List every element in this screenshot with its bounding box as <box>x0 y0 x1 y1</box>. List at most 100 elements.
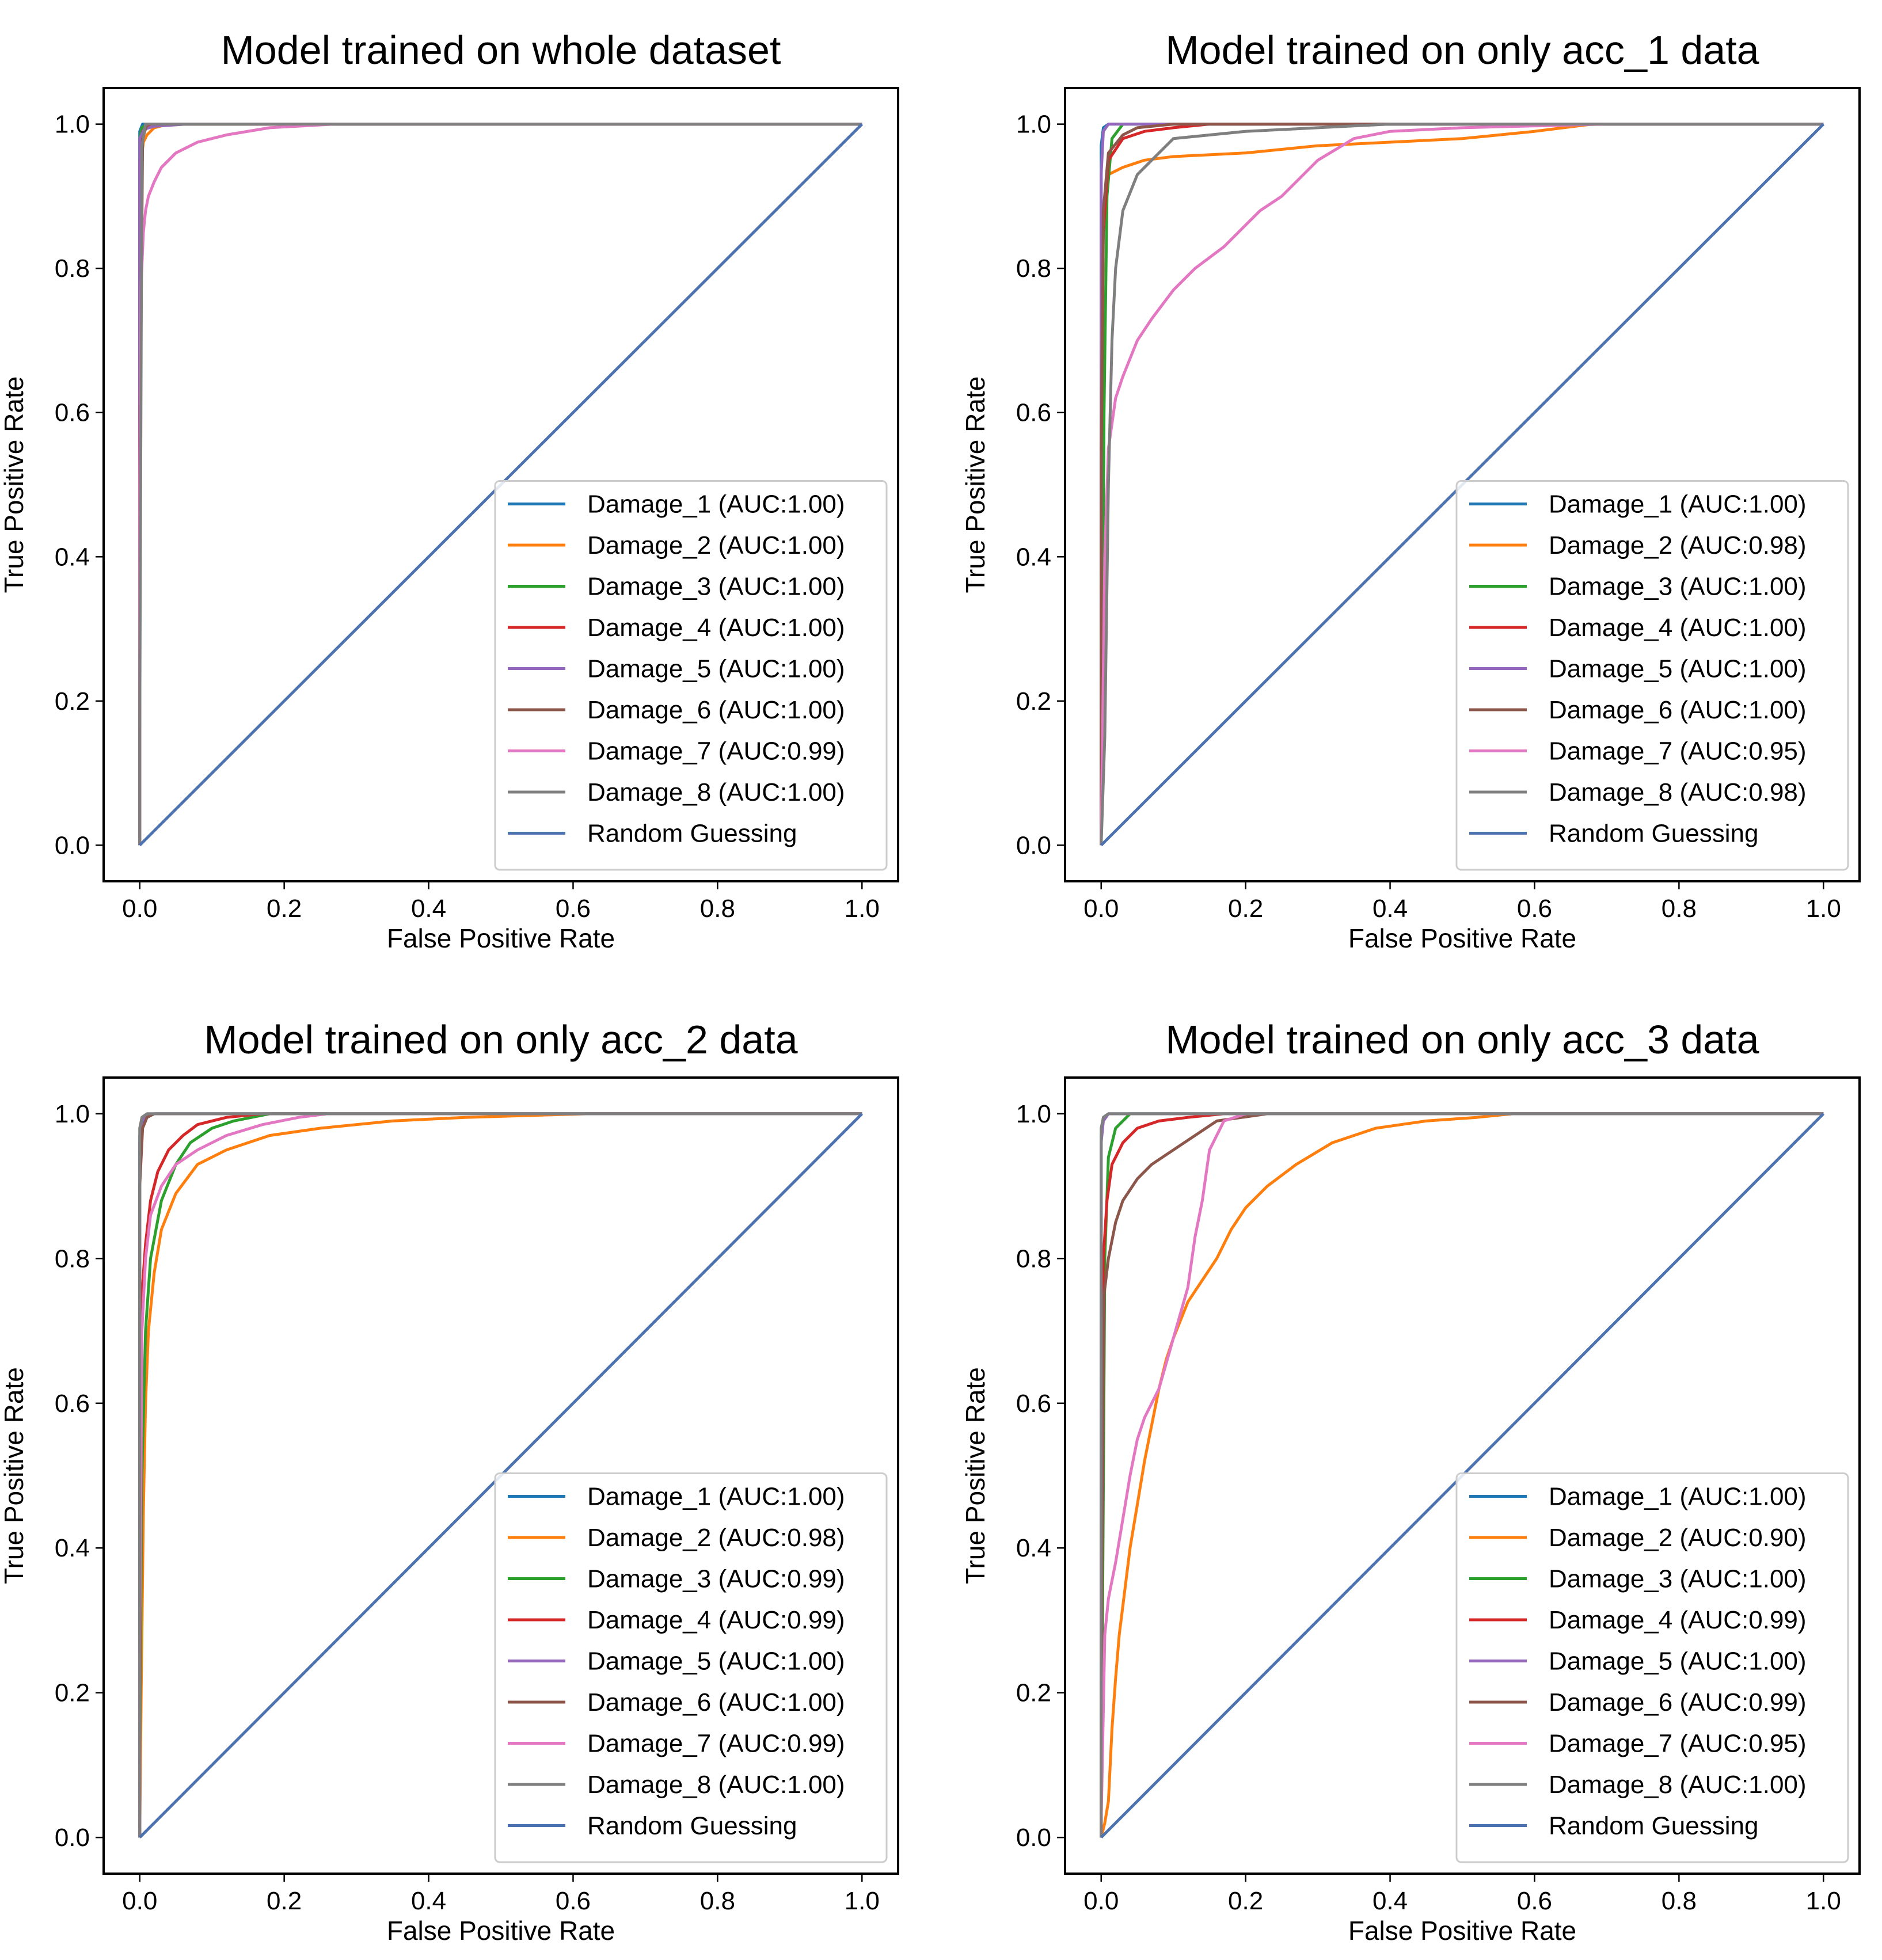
legend-entry: Random Guessing <box>587 820 797 848</box>
series-line-damage-7 <box>1100 123 1824 846</box>
x-tick-label: 0.0 <box>122 895 157 923</box>
x-tick-label: 0.4 <box>411 895 446 923</box>
x-tick-label: 0.4 <box>411 1887 446 1915</box>
plot-frame <box>1064 1076 1861 1875</box>
legend: Damage_1 (AUC:1.00) Damage_2 (AUC:1.00) Da… <box>494 480 888 871</box>
legend-entry: Damage_5 (AUC:1.00) <box>1549 1647 1807 1676</box>
x-tick-label: 1.0 <box>845 895 880 923</box>
roc-panel-2: Model trained on only acc_1 data 0.0 0.2 0.… <box>960 28 1861 953</box>
legend-entry: Damage_6 (AUC:1.00) <box>1549 696 1807 724</box>
chart-title: Model trained on only acc_2 data <box>204 1017 797 1062</box>
y-tick-label: 0.4 <box>1016 1534 1051 1562</box>
x-tick-label: 1.0 <box>1806 1887 1841 1915</box>
legend-entry: Damage_3 (AUC:1.00) <box>1549 573 1807 601</box>
legend-entry: Damage_7 (AUC:0.99) <box>587 1730 845 1758</box>
legend-box <box>494 480 888 871</box>
roc-panel-3: Model trained on only acc_2 data 0.0 0.2 0.… <box>0 1017 899 1946</box>
x-tick-label: 0.2 <box>267 1887 302 1915</box>
legend-entry: Damage_7 (AUC:0.95) <box>1549 737 1807 766</box>
legend-entry: Damage_8 (AUC:1.00) <box>587 1771 845 1799</box>
legend-entry: Damage_2 (AUC:0.90) <box>1549 1524 1807 1552</box>
legend-entry: Damage_3 (AUC:1.00) <box>1549 1565 1807 1593</box>
legend-entry: Random Guessing <box>1549 1812 1758 1840</box>
x-tick-label: 0.0 <box>122 1887 157 1915</box>
legend-entry: Damage_7 (AUC:0.95) <box>1549 1730 1807 1758</box>
y-tick-label: 0.8 <box>55 1244 90 1273</box>
chart-title: Model trained on only acc_3 data <box>1165 1017 1759 1062</box>
chart-title: Model trained on whole dataset <box>221 28 781 73</box>
series-line-damage-8 <box>138 123 862 846</box>
legend-entry: Damage_1 (AUC:1.00) <box>1549 1483 1807 1511</box>
series-line-damage-2 <box>138 1112 862 1838</box>
y-tick-label: 0.0 <box>55 1824 90 1852</box>
series-line-damage-8 <box>138 1112 862 1838</box>
x-tick-label: 0.4 <box>1372 895 1408 923</box>
series-line-damage-8 <box>1100 123 1824 846</box>
y-axis-label: True Positive Rate <box>960 1367 990 1584</box>
x-tick-label: 0.4 <box>1372 1887 1408 1915</box>
y-tick-label: 1.0 <box>1016 111 1051 139</box>
legend-entry: Damage_4 (AUC:1.00) <box>587 614 845 642</box>
legend-entry: Damage_5 (AUC:1.00) <box>587 655 845 683</box>
legend: Damage_1 (AUC:1.00) Damage_2 (AUC:0.98) Da… <box>1455 480 1849 871</box>
x-tick-label: 0.0 <box>1083 1887 1119 1915</box>
x-tick-label: 0.6 <box>556 895 591 923</box>
legend-entry: Damage_3 (AUC:1.00) <box>587 573 845 601</box>
legend-entry: Damage_2 (AUC:1.00) <box>587 531 845 560</box>
plot-frame <box>102 87 899 882</box>
roc-panel-1: Model trained on whole dataset 0.0 0.2 0.4 0… <box>0 28 899 953</box>
y-tick-label: 1.0 <box>55 1100 90 1128</box>
legend-entry: Damage_6 (AUC:1.00) <box>587 1688 845 1717</box>
x-axis-label: False Positive Rate <box>1348 923 1576 953</box>
legend: Damage_1 (AUC:1.00) Damage_2 (AUC:0.98) Da… <box>494 1472 888 1863</box>
x-tick-label: 0.2 <box>267 895 302 923</box>
legend-entry: Damage_1 (AUC:1.00) <box>587 1483 845 1511</box>
legend-box <box>1455 1472 1849 1863</box>
y-tick-label: 0.2 <box>1016 687 1051 716</box>
y-tick-label: 1.0 <box>55 111 90 139</box>
x-axis-label: False Positive Rate <box>387 923 615 953</box>
chart-title: Model trained on only acc_1 data <box>1165 28 1759 73</box>
legend-entry: Damage_1 (AUC:1.00) <box>1549 490 1807 519</box>
series-line-damage-6 <box>1100 1112 1824 1838</box>
legend-entry: Damage_8 (AUC:1.00) <box>587 778 845 806</box>
y-tick-label: 0.8 <box>1016 254 1051 283</box>
y-tick-label: 0.0 <box>1016 1824 1051 1852</box>
legend-entry: Damage_4 (AUC:0.99) <box>1549 1606 1807 1634</box>
series-line-damage-6 <box>1100 123 1824 846</box>
y-tick-label: 0.4 <box>1016 543 1051 571</box>
plot-frame <box>1064 87 1861 882</box>
x-tick-label: 0.6 <box>556 1887 591 1915</box>
y-axis-label: True Positive Rate <box>960 376 990 593</box>
plot-frame <box>102 1076 899 1875</box>
x-tick-label: 0.8 <box>700 1887 735 1915</box>
y-tick-label: 0.0 <box>55 831 90 859</box>
y-tick-label: 0.4 <box>55 543 90 571</box>
x-axis-label: False Positive Rate <box>1348 1916 1576 1946</box>
legend: Damage_1 (AUC:1.00) Damage_2 (AUC:0.90) Da… <box>1455 1472 1849 1863</box>
y-tick-label: 1.0 <box>1016 1100 1051 1128</box>
x-tick-label: 0.8 <box>700 895 735 923</box>
x-tick-label: 0.6 <box>1517 1887 1552 1915</box>
legend-entry: Damage_1 (AUC:1.00) <box>587 490 845 519</box>
series-line-damage-7 <box>1100 1112 1824 1838</box>
legend-box <box>494 1472 888 1863</box>
series-line-damage-7 <box>138 1112 862 1838</box>
x-tick-label: 0.0 <box>1083 895 1119 923</box>
legend-entry: Random Guessing <box>587 1812 797 1840</box>
legend-entry: Damage_8 (AUC:0.98) <box>1549 778 1807 806</box>
legend-entry: Damage_5 (AUC:1.00) <box>1549 655 1807 683</box>
legend-box <box>1455 480 1849 871</box>
roc-panel-4: Model trained on only acc_3 data 0.0 0.2 0.… <box>960 1017 1861 1946</box>
legend-entry: Damage_4 (AUC:1.00) <box>1549 614 1807 642</box>
y-tick-label: 0.8 <box>1016 1244 1051 1273</box>
y-axis-label: True Positive Rate <box>0 1367 29 1584</box>
x-tick-label: 1.0 <box>845 1887 880 1915</box>
series-line-damage-8 <box>1100 1112 1824 1838</box>
y-tick-label: 0.6 <box>55 1390 90 1418</box>
x-tick-label: 0.6 <box>1517 895 1552 923</box>
y-tick-label: 0.6 <box>55 399 90 427</box>
legend-entry: Damage_6 (AUC:0.99) <box>1549 1688 1807 1717</box>
x-tick-label: 0.2 <box>1228 1887 1263 1915</box>
y-tick-label: 0.4 <box>55 1534 90 1562</box>
